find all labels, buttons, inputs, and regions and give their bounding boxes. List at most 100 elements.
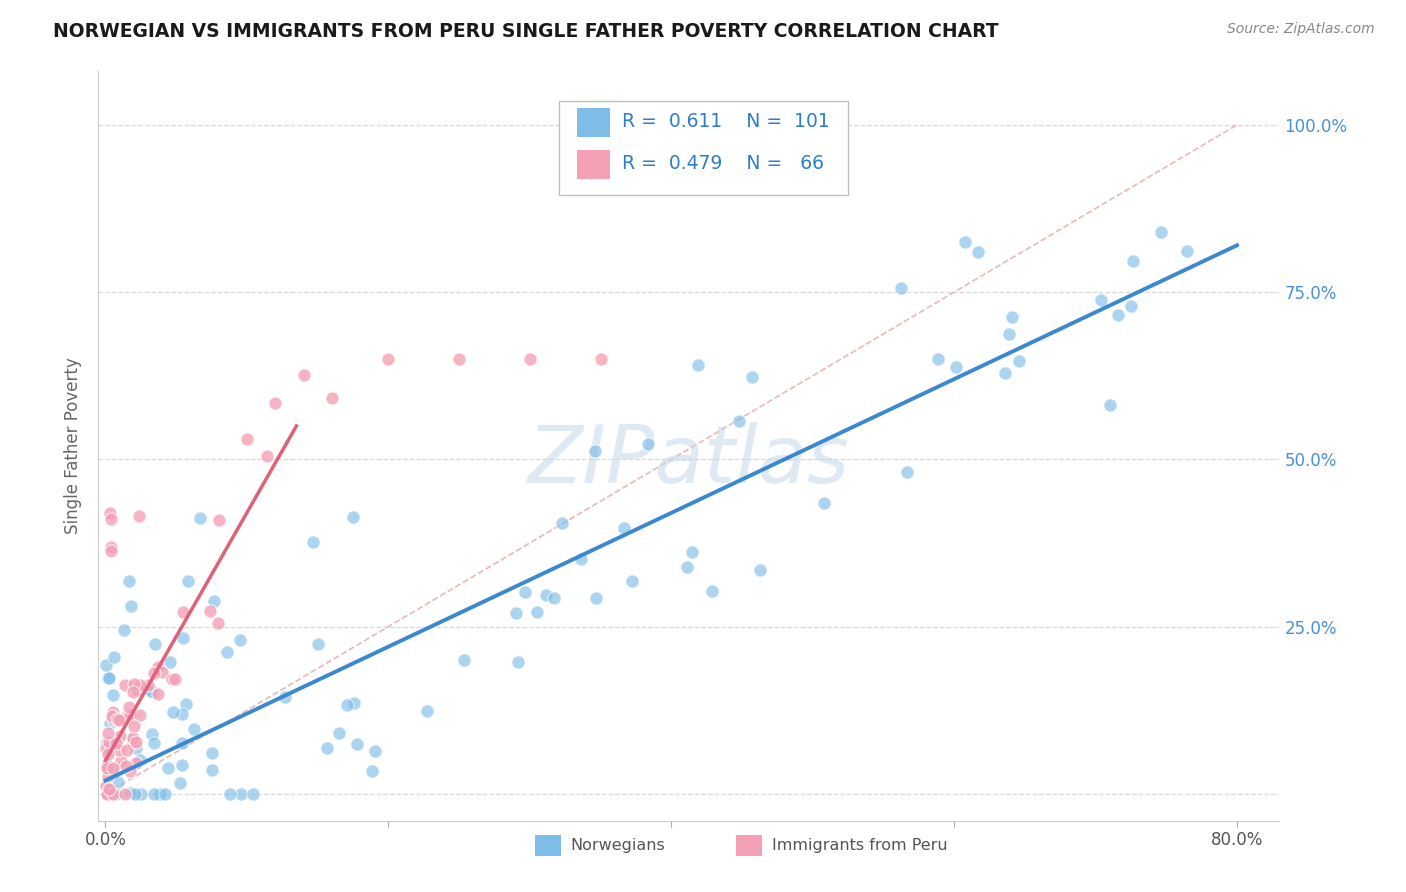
Point — [363, 744, 385, 758]
Point — [519, 352, 541, 367]
Point — [1175, 244, 1198, 258]
Point — [153, 787, 176, 801]
Point — [129, 753, 152, 767]
Point — [945, 360, 967, 375]
Point — [676, 560, 699, 574]
Point — [506, 655, 529, 669]
Point — [1150, 225, 1173, 239]
Point — [534, 588, 557, 602]
Point — [336, 698, 359, 712]
Point — [681, 545, 703, 559]
Point — [231, 787, 253, 801]
Point — [998, 327, 1021, 342]
Point — [163, 673, 186, 687]
Point — [583, 443, 606, 458]
Point — [101, 689, 124, 703]
Point — [896, 465, 918, 479]
Point — [1008, 354, 1031, 368]
Point — [97, 671, 120, 685]
Bar — [737, 835, 762, 855]
Point — [117, 743, 139, 757]
Point — [142, 685, 165, 699]
Point — [121, 731, 143, 745]
Point — [172, 605, 194, 619]
Point — [125, 735, 148, 749]
Point — [108, 729, 131, 743]
Point — [569, 552, 592, 566]
Point — [127, 683, 149, 698]
Point — [94, 657, 117, 672]
Point — [100, 787, 122, 801]
Point — [302, 534, 325, 549]
Point — [229, 633, 252, 648]
Point — [143, 787, 166, 801]
Point — [967, 245, 990, 260]
Point — [96, 734, 118, 748]
Point — [264, 395, 287, 409]
Point — [125, 756, 148, 771]
Point — [219, 787, 242, 801]
Point — [208, 512, 231, 526]
Point — [97, 747, 120, 761]
Point — [97, 671, 120, 685]
Point — [146, 660, 169, 674]
Point — [103, 763, 125, 777]
Point — [98, 506, 121, 520]
Point — [96, 787, 118, 801]
Point — [215, 645, 238, 659]
Point — [107, 775, 129, 789]
Point — [188, 511, 211, 525]
Point — [114, 678, 136, 692]
Point — [104, 787, 127, 801]
Point — [513, 584, 536, 599]
Point — [96, 761, 118, 775]
Point — [124, 787, 146, 801]
Text: R =  0.479    N =   66: R = 0.479 N = 66 — [621, 154, 824, 173]
Point — [637, 437, 659, 451]
Point — [585, 591, 607, 605]
Text: R =  0.611    N =  101: R = 0.611 N = 101 — [621, 112, 830, 131]
Point — [97, 769, 120, 783]
Point — [1001, 310, 1024, 324]
Point — [149, 787, 172, 801]
Point — [128, 508, 150, 523]
Point — [97, 758, 120, 772]
Point — [201, 763, 224, 777]
Point — [105, 736, 128, 750]
Point — [741, 369, 763, 384]
Point — [114, 759, 136, 773]
Point — [125, 741, 148, 756]
Point — [170, 758, 193, 772]
Point — [307, 637, 329, 651]
Point — [143, 637, 166, 651]
Point — [449, 352, 471, 367]
Point — [157, 761, 180, 775]
Point — [114, 787, 136, 801]
Point — [118, 764, 141, 778]
Point — [453, 653, 475, 667]
Point — [107, 743, 129, 757]
Bar — [576, 150, 610, 178]
Point — [890, 281, 912, 295]
Point — [101, 709, 124, 723]
Point — [728, 414, 751, 428]
Bar — [576, 108, 610, 136]
Point — [148, 687, 170, 701]
Point — [100, 543, 122, 558]
Point — [101, 787, 124, 801]
Point — [172, 706, 194, 721]
Point — [98, 787, 121, 801]
Point — [96, 758, 118, 772]
Point — [122, 677, 145, 691]
Point — [316, 741, 339, 756]
Point — [749, 563, 772, 577]
Point — [274, 690, 297, 704]
Point — [505, 606, 527, 620]
Point — [172, 632, 194, 646]
Point — [207, 615, 229, 630]
Point — [98, 781, 121, 796]
Point — [117, 699, 139, 714]
Point — [176, 697, 198, 711]
Point — [343, 696, 366, 710]
Point — [129, 678, 152, 692]
